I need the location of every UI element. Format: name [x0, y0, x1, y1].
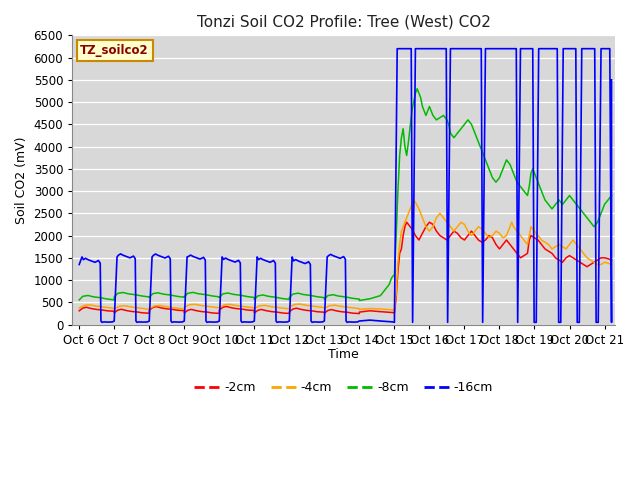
- Text: TZ_soilco2: TZ_soilco2: [81, 44, 149, 57]
- Legend: -2cm, -4cm, -8cm, -16cm: -2cm, -4cm, -8cm, -16cm: [189, 376, 498, 399]
- X-axis label: Time: Time: [328, 348, 359, 361]
- Title: Tonzi Soil CO2 Profile: Tree (West) CO2: Tonzi Soil CO2 Profile: Tree (West) CO2: [196, 15, 491, 30]
- Y-axis label: Soil CO2 (mV): Soil CO2 (mV): [15, 136, 28, 224]
